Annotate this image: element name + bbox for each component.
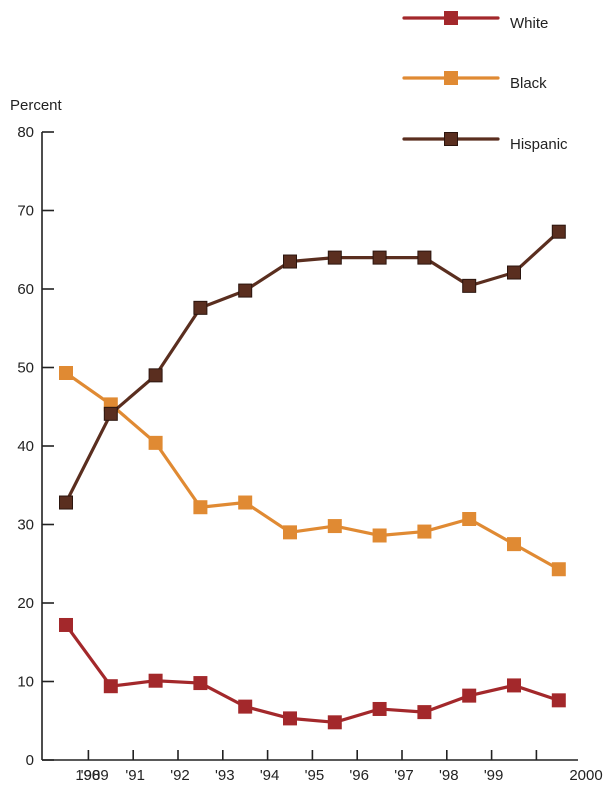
legend-label-white: White <box>510 15 548 32</box>
axes <box>41 132 578 761</box>
y-tick-label: 50 <box>17 360 34 377</box>
legend-label-black: Black <box>510 75 547 92</box>
x-tick-label: '97 <box>394 767 414 784</box>
data-point <box>417 524 432 539</box>
data-point <box>417 705 432 720</box>
x-tick-label: '96 <box>349 767 369 784</box>
data-point <box>507 537 521 552</box>
data-point <box>283 254 297 269</box>
data-point <box>507 678 521 693</box>
y-tick-label: 40 <box>17 438 34 455</box>
y-axis-title: Percent <box>10 97 63 114</box>
legend-label-hispanic: Hispanic <box>510 136 568 153</box>
data-point <box>327 250 342 265</box>
x-tick-label: 1989 <box>75 767 108 784</box>
data-point <box>327 715 342 730</box>
series-hispanic <box>59 224 566 510</box>
series-line-hispanic <box>64 230 561 505</box>
data-point <box>193 500 208 515</box>
x-tick-label: '99 <box>484 767 504 784</box>
y-tick-label: 0 <box>26 752 34 769</box>
data-point <box>372 701 387 716</box>
data-point <box>59 495 73 510</box>
data-point <box>103 679 118 694</box>
y-axis-ticks: 0 10 20 30 40 50 60 70 80 <box>17 124 54 769</box>
data-point <box>238 699 253 714</box>
data-point <box>148 368 163 383</box>
x-tick-label: '95 <box>305 767 325 784</box>
data-point <box>507 265 521 280</box>
data-point <box>462 688 477 703</box>
y-tick-label: 60 <box>17 281 34 298</box>
data-point <box>238 495 253 510</box>
y-tick-label: 70 <box>17 203 34 220</box>
data-point <box>462 278 477 293</box>
data-point <box>238 283 253 298</box>
data-point <box>193 300 208 315</box>
x-axis-ticks: 1989'90 '91 '92 '93 '94 '95 '96 '97 '98 '99 2000 <box>75 750 603 784</box>
legend: White Black Hispanic <box>402 11 568 153</box>
series-line-black <box>64 371 561 571</box>
x-tick-label: '94 <box>260 767 280 784</box>
series-line-white <box>64 623 561 724</box>
data-point <box>551 693 566 708</box>
series-white <box>59 617 566 730</box>
x-tick-label: '93 <box>215 767 235 784</box>
x-tick-label: 2000 <box>569 767 602 784</box>
series-black <box>59 365 566 577</box>
data-point <box>462 512 477 527</box>
y-tick-label: 30 <box>17 517 34 534</box>
data-point <box>148 673 163 688</box>
data-point <box>372 528 387 543</box>
data-point <box>327 519 342 534</box>
y-tick-label: 20 <box>17 595 34 612</box>
legend-marker-white <box>444 11 458 25</box>
data-point <box>103 406 118 421</box>
x-tick-label: '91 <box>125 767 145 784</box>
data-point <box>551 562 566 577</box>
x-tick-label: '98 <box>439 767 459 784</box>
data-point <box>283 525 297 540</box>
data-point <box>283 711 297 726</box>
data-point <box>59 365 73 380</box>
data-point <box>551 224 566 239</box>
data-point <box>417 250 432 265</box>
legend-marker-hispanic <box>444 132 458 146</box>
data-point <box>372 250 387 265</box>
data-point <box>59 617 73 632</box>
y-tick-label: 10 <box>17 674 34 691</box>
series-group <box>59 224 566 730</box>
y-tick-label: 80 <box>17 124 34 141</box>
x-tick-label: '90 <box>81 767 101 784</box>
data-point <box>148 435 163 450</box>
data-point <box>193 676 208 691</box>
x-tick-label: '92 <box>170 767 190 784</box>
legend-marker-black <box>444 71 458 85</box>
